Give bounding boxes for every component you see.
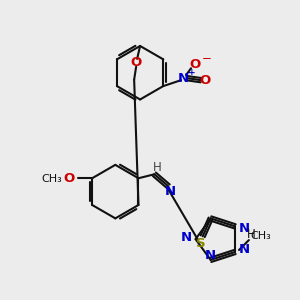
Text: H: H bbox=[153, 161, 162, 174]
Text: N: N bbox=[165, 184, 176, 198]
Text: N: N bbox=[239, 244, 250, 256]
Text: O: O bbox=[189, 58, 201, 71]
Text: +: + bbox=[188, 68, 196, 77]
Text: O: O bbox=[130, 56, 142, 69]
Text: N: N bbox=[239, 222, 250, 235]
Text: N: N bbox=[205, 249, 216, 262]
Text: O: O bbox=[63, 172, 74, 185]
Text: H: H bbox=[247, 228, 256, 241]
Text: O: O bbox=[199, 74, 211, 87]
Text: S: S bbox=[196, 237, 206, 250]
Text: N: N bbox=[178, 72, 189, 85]
Text: N: N bbox=[181, 231, 192, 244]
Text: CH₃: CH₃ bbox=[251, 231, 272, 241]
Text: CH₃: CH₃ bbox=[42, 174, 62, 184]
Text: −: − bbox=[202, 52, 212, 65]
